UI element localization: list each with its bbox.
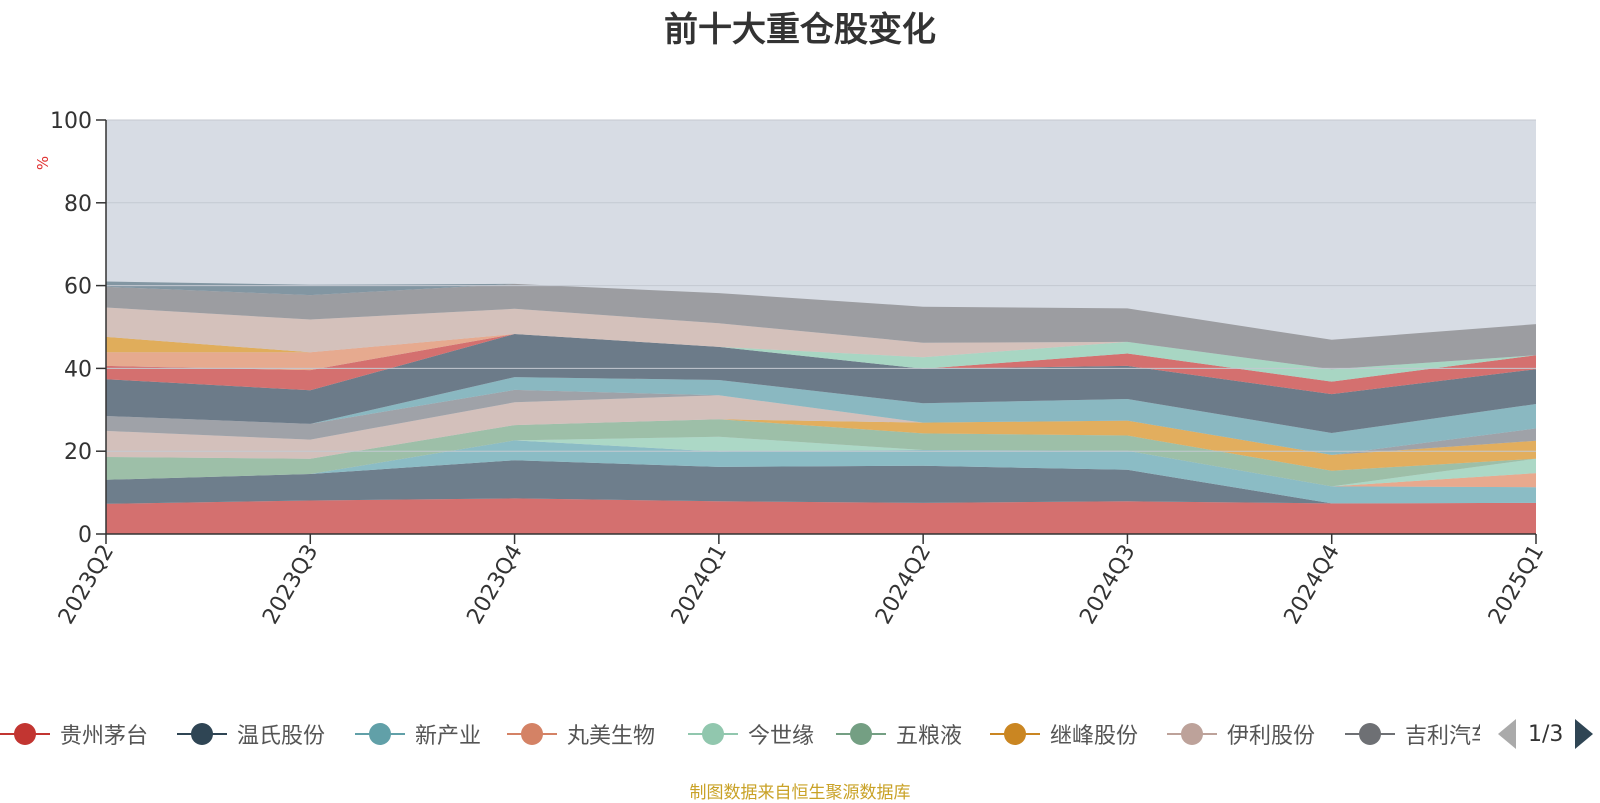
area-series-3 (106, 440, 1536, 488)
legend-label: 新产业 (415, 724, 482, 749)
legend-label: 丸美生物 (567, 724, 656, 749)
legend-marker-icon (990, 712, 1040, 756)
legend-marker-icon (507, 712, 557, 756)
legend-item[interactable]: 继峰股份 (990, 712, 1138, 756)
x-tick-label: 2024Q3 (1075, 541, 1140, 629)
area-series-13 (106, 334, 1536, 371)
legend-label: 吉利汽车 (1405, 724, 1480, 749)
legend-item[interactable]: 五粮液 (836, 712, 962, 756)
area-series-15 (106, 307, 1536, 370)
legend-label: 五粮液 (896, 724, 963, 749)
area-series-5 (106, 419, 1536, 487)
source-note: 制图数据来自恒生聚源数据库 (689, 783, 911, 803)
chart-title: 前十大重仓股变化 (664, 10, 936, 50)
legend-marker-icon (177, 712, 227, 756)
x-tick-label: 2024Q1 (667, 541, 732, 629)
y-tick-label: 0 (78, 523, 92, 548)
legend: 贵州茅台 温氏股份 新产业 丸美生物 今世缘 五粮液 继峰股份 伊利股份 吉利汽车 1/3 (0, 712, 1600, 756)
legend-pager: 1/3 (1498, 712, 1594, 756)
area-series-2 (106, 440, 1536, 504)
x-tick-label: 2024Q2 (871, 541, 936, 629)
area-series-17 (106, 281, 1536, 340)
area-series-1 (106, 460, 1536, 504)
area-series-0 (106, 498, 1536, 534)
x-tick-label: 2023Q2 (54, 541, 119, 629)
y-tick-label: 20 (64, 440, 92, 465)
legend-page-indicator: 1/3 (1528, 721, 1564, 747)
stacked-area-chart: 0 20 40 60 80 100 2023Q2 2023Q3 2023Q4 2024Q1 2024… (34, 109, 1549, 629)
legend-marker-icon (836, 712, 886, 756)
legend-label: 继峰股份 (1050, 724, 1139, 749)
legend-label: 贵州茅台 (60, 724, 149, 749)
legend-items: 贵州茅台 温氏股份 新产业 丸美生物 今世缘 五粮液 继峰股份 伊利股份 吉利汽车 (0, 712, 1480, 756)
legend-label: 今世缘 (748, 724, 815, 749)
legend-item[interactable]: 丸美生物 (507, 712, 655, 756)
legend-marker-icon (1167, 712, 1217, 756)
y-tick-label: 100 (50, 109, 92, 134)
area-series-8 (106, 389, 1536, 455)
legend-marker-icon (0, 712, 50, 756)
legend-item[interactable]: 吉利汽车 (1345, 712, 1480, 756)
area-series-7 (106, 395, 1536, 459)
legend-label: 伊利股份 (1227, 724, 1316, 749)
legend-item[interactable]: 伊利股份 (1167, 712, 1315, 756)
legend-next-page-icon[interactable] (1575, 719, 1594, 749)
legend-item[interactable]: 温氏股份 (177, 712, 325, 756)
legend-marker-icon (355, 712, 405, 756)
y-tick-label: 80 (64, 192, 92, 217)
legend-prev-page-icon[interactable] (1498, 719, 1516, 749)
y-axis-unit: % (34, 156, 52, 170)
x-tick-label: 2025Q1 (1484, 541, 1549, 629)
x-tick-label: 2024Q4 (1280, 541, 1345, 629)
legend-marker-icon (1345, 712, 1395, 756)
area-series-11 (106, 334, 1536, 395)
legend-label: 温氏股份 (237, 724, 326, 749)
y-tick-label: 40 (64, 357, 92, 382)
legend-item[interactable]: 贵州茅台 (0, 712, 148, 756)
y-tick-label: 60 (64, 275, 92, 300)
legend-item[interactable]: 今世缘 (688, 712, 814, 756)
legend-item[interactable]: 新产业 (355, 712, 481, 756)
area-series-4 (106, 436, 1536, 487)
area-series-9 (106, 377, 1536, 455)
x-tick-label: 2023Q3 (258, 541, 323, 629)
x-tick-label: 2023Q4 (462, 541, 527, 629)
area-series-12 (106, 334, 1536, 382)
area-series-6 (106, 419, 1536, 471)
area-series-16 (106, 283, 1536, 370)
area-series-10 (106, 334, 1536, 433)
legend-marker-icon (688, 712, 738, 756)
